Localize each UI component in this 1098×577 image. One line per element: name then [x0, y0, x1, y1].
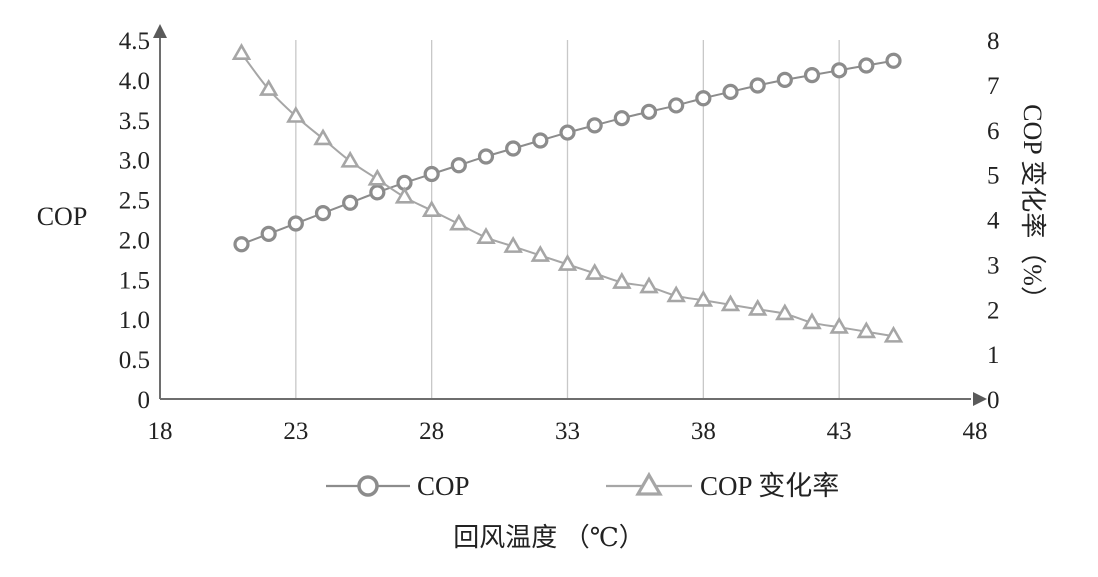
data-point	[586, 117, 603, 134]
x-axis-title: 回风温度 （℃）	[453, 523, 645, 552]
y-tick-label: 2.0	[119, 227, 150, 254]
legend-label-cop: COP	[417, 471, 470, 501]
x-tick-label: 33	[555, 418, 580, 445]
data-point	[639, 276, 659, 294]
y2-tick-label: 5	[987, 163, 1000, 190]
data-point	[313, 128, 333, 146]
data-point	[394, 186, 415, 204]
y2-tick-label: 8	[987, 28, 1000, 55]
legend-circle-marker-icon	[357, 475, 379, 497]
data-point	[559, 124, 576, 141]
y2-tick-label: 4	[987, 208, 1000, 235]
data-point	[722, 83, 739, 100]
data-point	[720, 294, 741, 312]
data-point	[858, 57, 875, 74]
data-point	[505, 140, 522, 157]
data-point	[802, 312, 822, 330]
y2-axis-title: COP 变化率（%）	[1018, 104, 1047, 312]
data-point	[776, 71, 793, 88]
data-point	[287, 215, 304, 232]
data-point	[233, 236, 250, 253]
data-point	[530, 244, 551, 262]
y-tick-label: 3.5	[119, 108, 150, 135]
data-point	[450, 157, 467, 174]
y-tick-label: 4.0	[119, 68, 150, 95]
data-point	[612, 271, 632, 289]
series-cop-rate	[231, 43, 904, 343]
y-tick-label: 2.5	[119, 188, 150, 215]
axes	[153, 24, 987, 406]
legend-item-cop: COP	[326, 471, 470, 501]
data-point	[803, 67, 821, 84]
legend-label-cop-rate: COP 变化率	[700, 471, 839, 501]
legend: COP COP 变化率	[326, 471, 839, 501]
y-tick-label: 1.0	[119, 307, 150, 334]
data-point	[856, 321, 877, 339]
data-point	[477, 148, 495, 165]
legend-triangle-marker-icon	[635, 471, 663, 496]
data-point	[695, 90, 712, 107]
data-point	[423, 165, 440, 183]
data-point	[367, 168, 388, 186]
y-tick-label: 0.5	[119, 347, 150, 374]
data-point	[831, 62, 848, 79]
data-point	[532, 132, 549, 149]
data-point	[340, 150, 360, 168]
y-axis-arrow-icon	[153, 24, 167, 38]
data-point	[286, 105, 306, 123]
data-point	[668, 97, 685, 114]
data-point	[476, 227, 496, 244]
data-point	[342, 194, 359, 211]
data-point	[747, 298, 768, 316]
x-tick-label: 18	[148, 418, 173, 445]
legend-item-cop-rate: COP 变化率	[606, 471, 839, 501]
y2-tick-label: 6	[987, 118, 1000, 145]
data-point	[613, 110, 630, 127]
data-point	[829, 316, 849, 334]
data-point	[449, 213, 469, 231]
tick-labels: 18 23 28 33 38 43 4800.51.01.52.02.53.03.54.04…	[119, 28, 1000, 445]
data-point	[231, 43, 252, 60]
y2-tick-label: 2	[987, 297, 1000, 324]
y2-tick-label: 0	[987, 387, 1000, 414]
data-point	[885, 52, 902, 69]
data-point	[883, 325, 904, 343]
y-tick-label: 0	[138, 387, 151, 414]
data-point	[503, 236, 523, 253]
plot-series	[231, 43, 904, 343]
data-point	[584, 262, 605, 280]
data-point	[666, 285, 686, 303]
data-point	[314, 205, 332, 222]
y2-tick-label: 3	[987, 252, 1000, 279]
x-tick-label: 28	[419, 418, 444, 445]
x-axis-arrow-icon	[973, 392, 987, 406]
data-point	[369, 184, 386, 201]
y-tick-label: 3.0	[119, 148, 150, 175]
data-point	[421, 200, 442, 218]
data-point	[749, 77, 766, 94]
data-point	[260, 225, 277, 242]
x-tick-label: 48	[963, 418, 988, 445]
y-tick-label: 4.5	[119, 28, 150, 55]
y-tick-label: 1.5	[119, 267, 150, 294]
x-tick-label: 43	[827, 418, 852, 445]
vertical-gridlines	[295, 40, 840, 399]
x-tick-label: 23	[283, 418, 308, 445]
data-point	[640, 103, 658, 120]
series-cop	[233, 52, 902, 253]
data-point	[775, 303, 795, 321]
data-point	[693, 289, 714, 307]
y-axis-title: COP	[37, 202, 88, 231]
y2-tick-label: 7	[987, 73, 1000, 100]
y2-tick-label: 1	[987, 342, 1000, 369]
data-point	[258, 78, 279, 96]
x-tick-label: 38	[691, 418, 716, 445]
data-point	[557, 253, 578, 271]
